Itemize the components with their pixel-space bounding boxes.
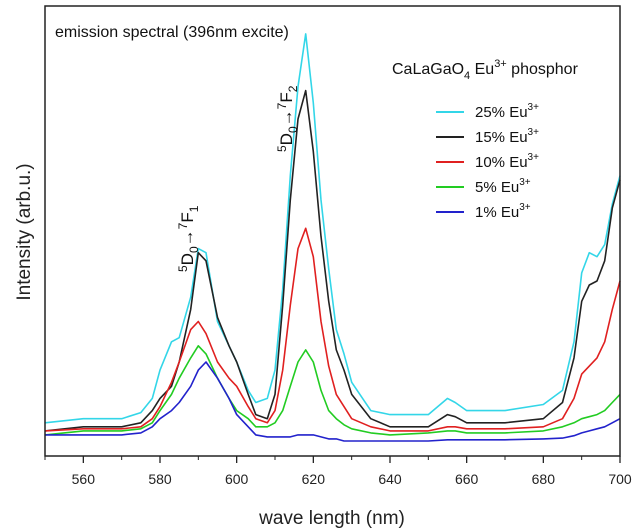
subtitle-base: CaLaGaO [392, 61, 464, 78]
x-tick-label: 640 [378, 471, 402, 487]
chart-subtitle: CaLaGaO4 Eu3+ phosphor [392, 58, 579, 82]
plot-frame [44, 5, 621, 457]
series-line-4 [45, 361, 621, 442]
legend-label-4: 1% Eu3+ [475, 202, 531, 221]
legend-label-2: 10% Eu3+ [475, 152, 539, 171]
series-line-0 [44, 33, 621, 424]
x-tick-label: 700 [608, 471, 632, 487]
subtitle-subscript: 4 [464, 70, 470, 82]
chart-title: emission spectral (396nm excite) [55, 24, 289, 41]
subtitle-mid: Eu [470, 61, 494, 78]
subtitle-tail: phosphor [507, 61, 579, 78]
legend-label-3: 5% Eu3+ [475, 177, 531, 196]
x-tick-label: 660 [455, 471, 479, 487]
subtitle-superscript: 3+ [494, 58, 507, 70]
y-axis-label: Intensity (arb.u.) [14, 163, 35, 300]
x-tick-label: 600 [225, 471, 249, 487]
x-tick-label: 580 [148, 471, 172, 487]
legend-label-0: 25% Eu3+ [475, 102, 539, 121]
annotation-5d0-7f1: 5D0→7F1 [176, 205, 201, 272]
x-tick-label: 560 [72, 471, 96, 487]
x-axis-label: wave length (nm) [258, 508, 405, 529]
x-tick-label: 680 [532, 471, 556, 487]
annotation-5d0-7f2: 5D0→7F2 [275, 85, 300, 152]
series-line-1 [44, 89, 621, 432]
x-tick-label: 620 [302, 471, 326, 487]
legend-label-1: 15% Eu3+ [475, 127, 539, 146]
series-line-3 [44, 345, 621, 436]
legend: 25% Eu3+ 15% Eu3+ 10% Eu3+ 5% Eu3+ 1% Eu3+ [436, 102, 539, 221]
series-line-2 [44, 227, 621, 432]
